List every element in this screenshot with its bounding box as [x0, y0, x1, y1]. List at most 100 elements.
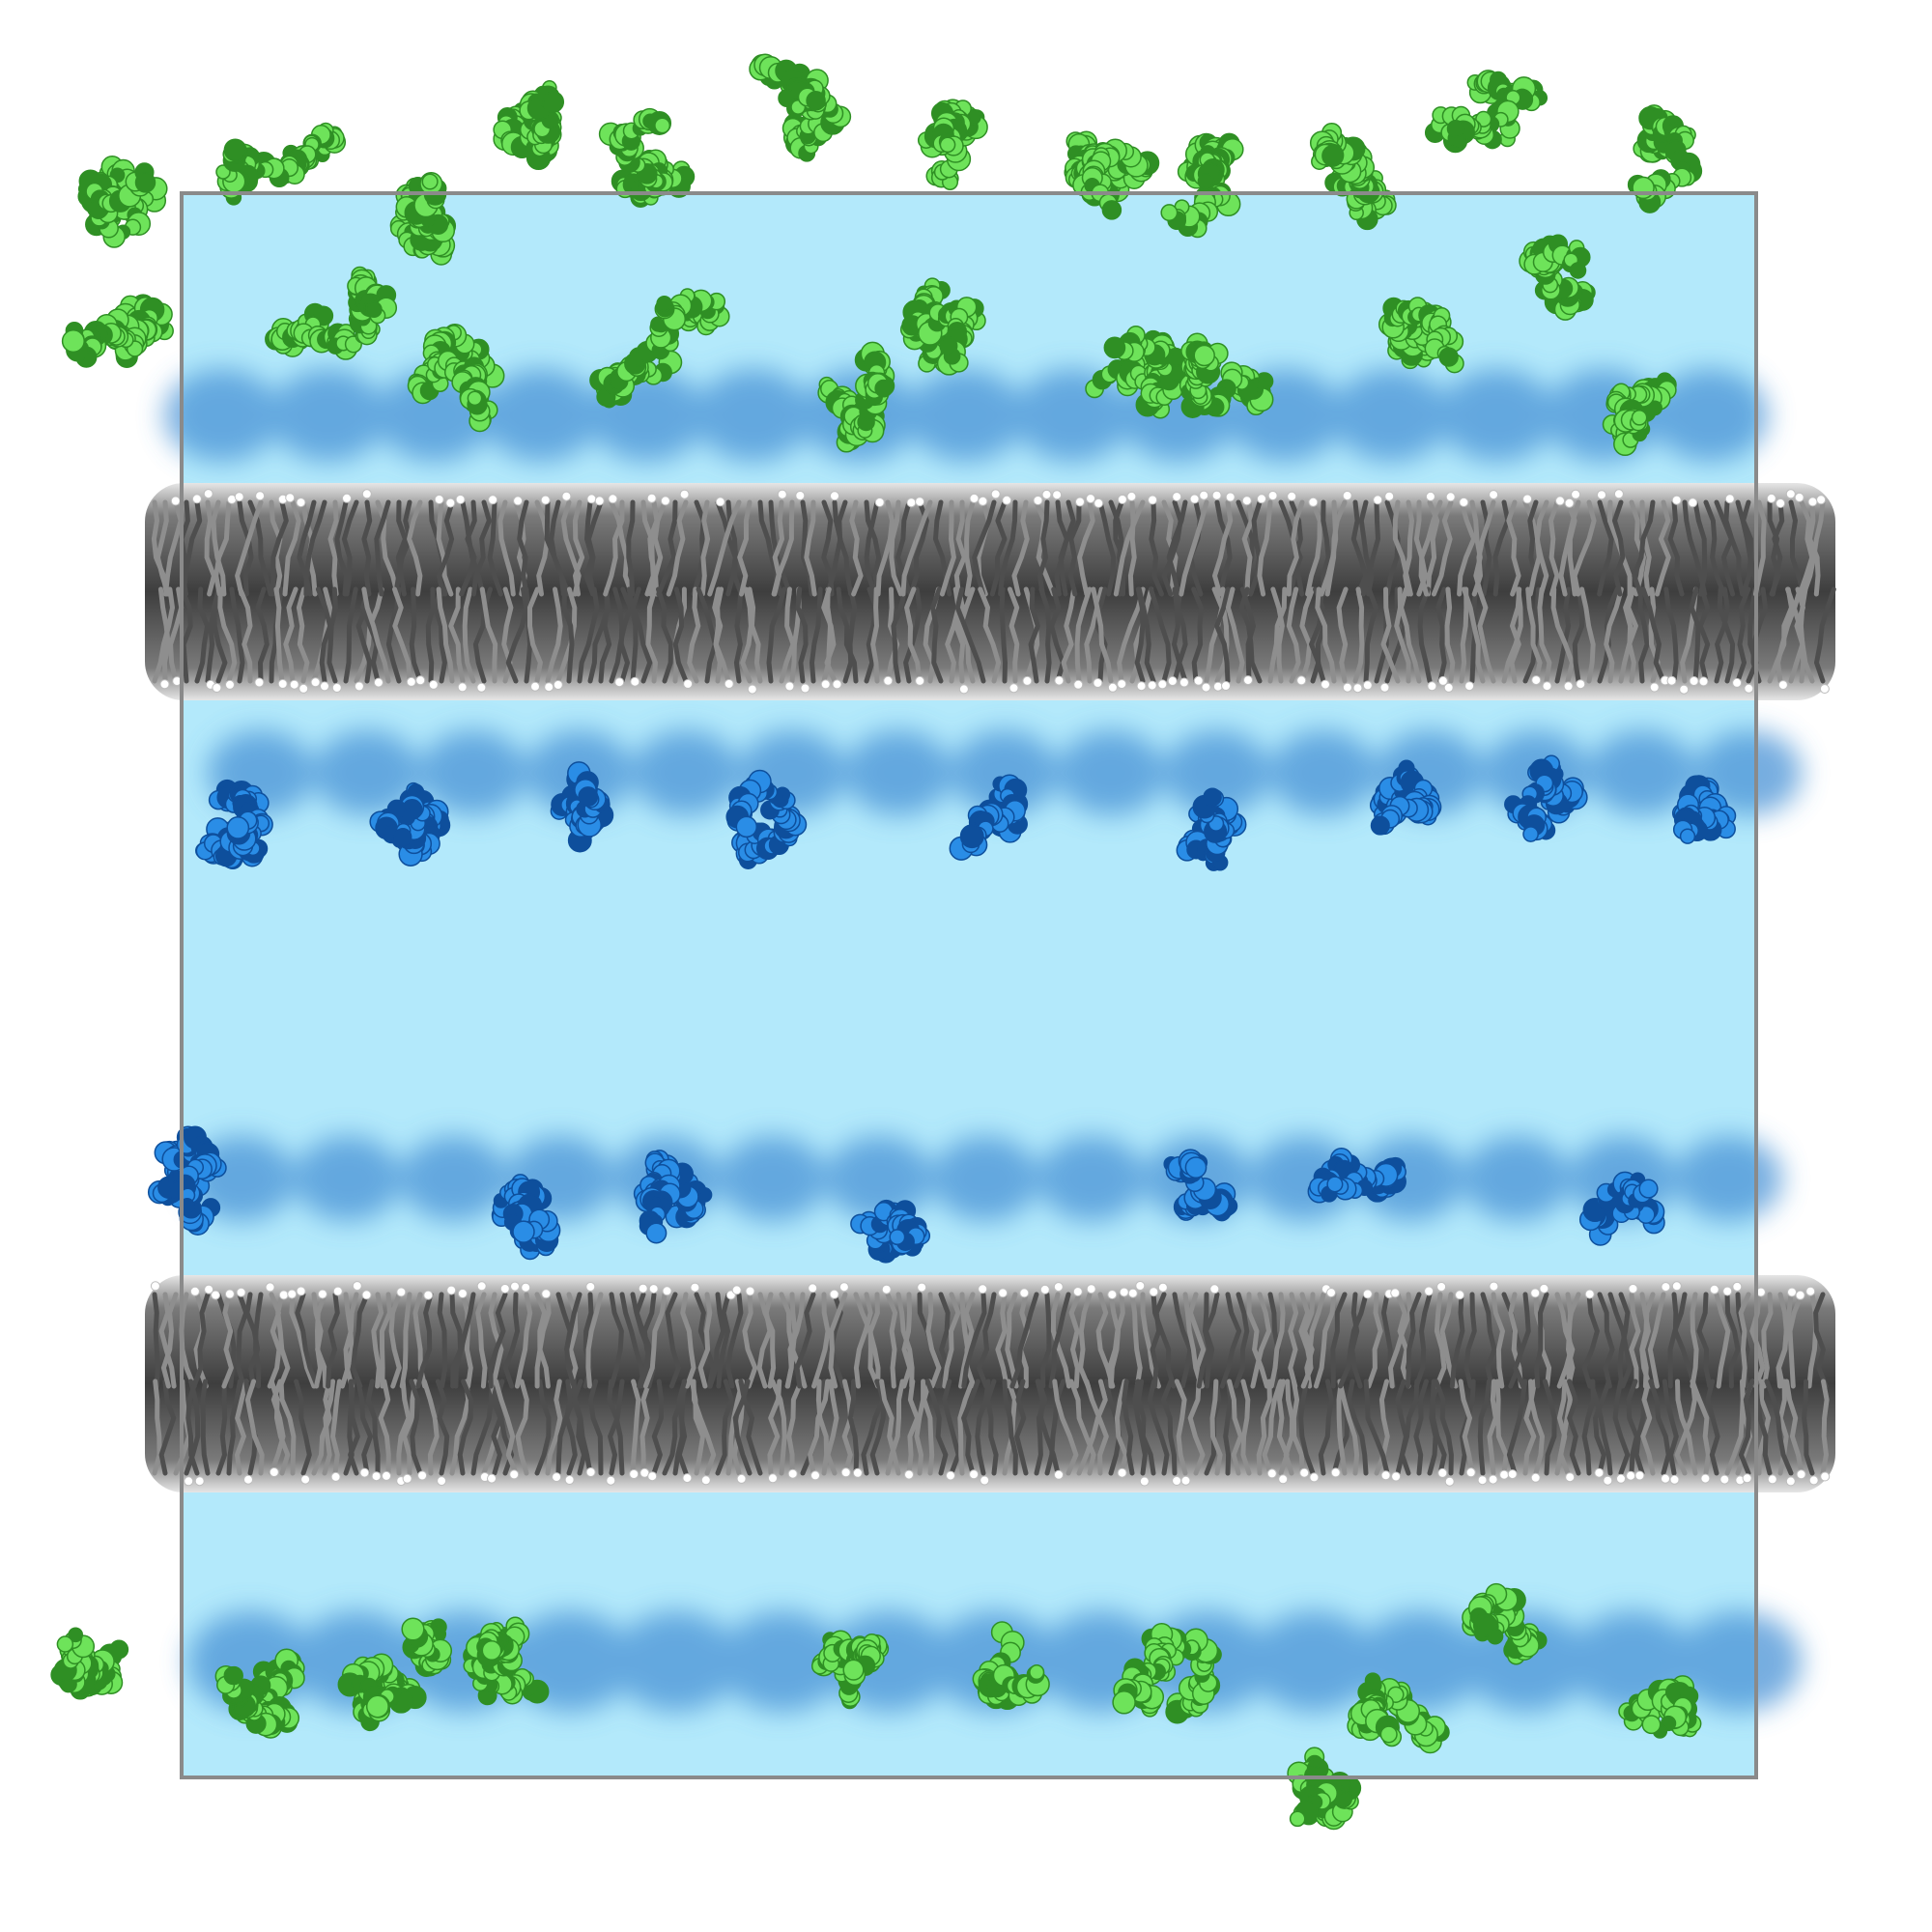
lipid-headgroup	[1816, 495, 1827, 505]
lipid-tail	[842, 586, 858, 684]
lipid-headgroup	[784, 681, 795, 692]
lipid-headgroup	[1709, 1284, 1719, 1294]
residue-bead	[542, 91, 565, 113]
lipid-tails	[151, 499, 1836, 684]
blue-protein-layer-bottom	[147, 1125, 1665, 1264]
lipid-tail	[194, 586, 211, 684]
lipid-tail	[794, 1292, 816, 1389]
lipid-tail	[1506, 1378, 1528, 1476]
lipid-headgroup	[224, 1289, 235, 1299]
lipid-headgroups	[159, 489, 1830, 695]
lipid-tail	[1009, 1292, 1039, 1389]
lipid-tail	[1548, 499, 1560, 597]
lipid-tail	[402, 1378, 418, 1476]
lipid-tail	[768, 499, 793, 597]
lipid-headgroup	[1267, 491, 1278, 500]
protein	[550, 761, 614, 853]
protein-shadow	[483, 369, 599, 462]
lipid-tail	[1338, 1292, 1369, 1389]
residue-bead	[1101, 200, 1122, 220]
lipid-headgroup	[1436, 1282, 1447, 1292]
lipid-headgroup	[810, 1470, 820, 1481]
lipid-tail	[961, 1292, 987, 1389]
lipid-tail	[351, 1292, 370, 1389]
lipid-headgroup	[787, 1468, 798, 1479]
lipid-tail	[275, 1292, 291, 1389]
lipid-tail	[656, 586, 673, 684]
lipid-headgroup	[300, 1474, 311, 1485]
residue-bead	[401, 1617, 425, 1641]
lipid-headgroup	[606, 1475, 616, 1486]
lipid-tail	[885, 1292, 898, 1389]
lipid-headgroup	[1002, 495, 1012, 505]
lipid-tail	[1663, 586, 1679, 684]
lipid-tail	[448, 586, 466, 684]
lipid-tail	[757, 1292, 777, 1389]
lipid-tail	[1528, 1378, 1545, 1476]
lipid-headgroup	[1073, 679, 1084, 690]
lipid-tail	[1480, 1292, 1497, 1389]
lipid-tail	[327, 586, 338, 684]
lipid-headgroup	[1669, 1474, 1680, 1485]
lipid-tail	[766, 586, 787, 684]
lipid-headgroup	[958, 684, 969, 695]
lipid-tail	[1270, 586, 1285, 684]
lipid-tail	[1542, 1378, 1557, 1476]
lipid-headgroup	[969, 1469, 980, 1480]
lipid-tail	[564, 1292, 582, 1389]
lipid-headgroup	[998, 1288, 1009, 1298]
lipid-tail	[885, 1378, 905, 1476]
lipid-tail	[1315, 586, 1327, 684]
lipid-headgroup	[917, 1282, 927, 1293]
lipid-tail	[1476, 586, 1496, 684]
lipid-tail	[725, 1378, 745, 1476]
lipid-headgroup	[736, 1473, 747, 1484]
lipid-tail	[656, 499, 678, 597]
lipid-headgroup	[969, 493, 980, 503]
residue-bead	[735, 815, 758, 838]
lipid-tail	[1491, 1292, 1505, 1389]
lipid-tail	[853, 1292, 873, 1389]
lipid-tail	[157, 586, 171, 684]
protein-shadow	[1463, 1136, 1570, 1221]
lipid-tail	[978, 586, 1002, 684]
lipid-tail	[479, 586, 498, 684]
lipid-tail	[561, 586, 575, 684]
lipid-tail	[1459, 586, 1469, 684]
lipid-tail	[1076, 1378, 1108, 1476]
lipid-headgroup	[647, 1471, 658, 1482]
lipid-tail	[1161, 499, 1183, 597]
lipid-tail	[680, 1292, 696, 1389]
residue-bead	[223, 138, 247, 162]
lipid-tail	[1005, 1292, 1019, 1389]
lipid-headgroup	[1117, 679, 1127, 690]
lipid-tail	[1315, 586, 1337, 684]
lipid-headgroup	[662, 1286, 672, 1296]
lipid-tail	[437, 1292, 448, 1389]
lipid-headgroup	[808, 1283, 818, 1293]
lipid-headgroup	[745, 1286, 755, 1296]
blue-protein-layer-top	[195, 754, 1737, 871]
lipid-headgroup	[544, 682, 554, 693]
lipid-headgroup	[978, 496, 988, 506]
lipid-tail	[930, 586, 944, 684]
lipid-tail	[1395, 1292, 1411, 1389]
lipid-tail	[549, 499, 566, 597]
lipid-headgroup	[1278, 1474, 1289, 1485]
lipid-headgroup	[1437, 1467, 1448, 1478]
lipid-headgroup	[800, 683, 810, 694]
lipid-tail	[385, 586, 402, 684]
lipid-headgroup	[830, 491, 839, 501]
protein-shadow	[420, 730, 526, 815]
lipid-tail	[784, 1292, 806, 1389]
lipid-headgroup	[255, 491, 266, 501]
lipid-tail	[740, 586, 753, 684]
lipid-headgroup	[1086, 1284, 1096, 1294]
residue-bead	[481, 1640, 502, 1661]
lipid-tail	[1352, 586, 1365, 684]
lipid-headgroup	[614, 677, 625, 688]
lipid-tail	[1122, 1378, 1135, 1476]
lipid-tail	[374, 499, 391, 597]
lipid-tail	[1363, 1378, 1390, 1476]
lipid-tail	[365, 1378, 381, 1476]
